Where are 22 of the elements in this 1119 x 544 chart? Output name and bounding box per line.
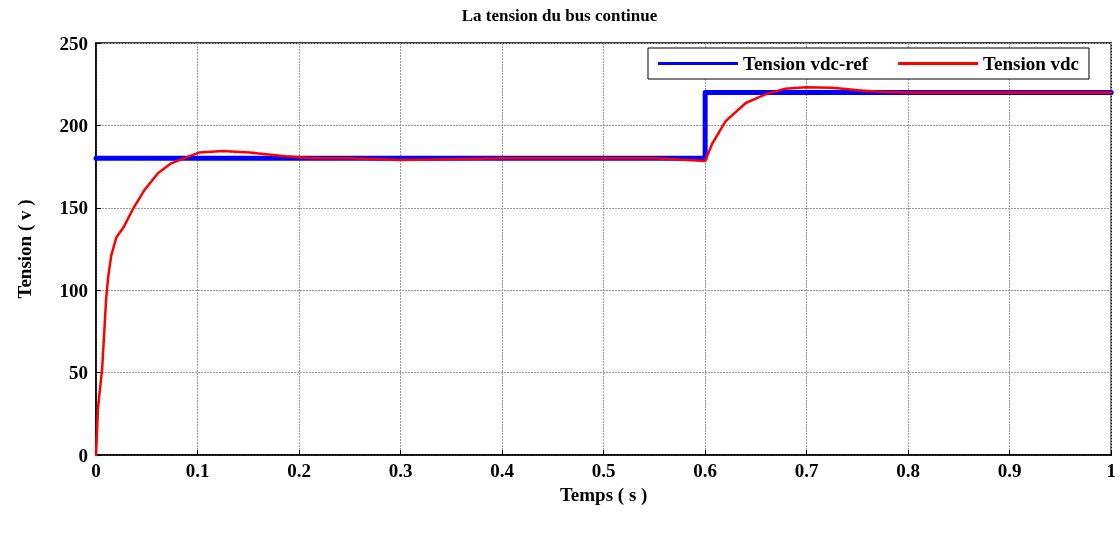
x-axis-title: Temps ( s )	[559, 484, 648, 506]
x-tick-label: 1	[1106, 460, 1116, 481]
x-tick-label: 0.1	[185, 460, 210, 481]
x-tick-label: 0.8	[896, 460, 921, 481]
legend-label: Tension vdc-ref	[742, 53, 869, 74]
x-tick-label: 0.7	[794, 460, 820, 481]
y-tick-label: 150	[59, 197, 88, 219]
y-tick-label: 50	[69, 362, 88, 384]
x-tick-label: 0.2	[287, 460, 311, 481]
x-tick-label: 0.3	[388, 460, 413, 481]
chart-title: La tension du bus continue	[461, 6, 658, 25]
y-tick-label: 200	[59, 114, 88, 136]
x-tick-label: 0.6	[693, 460, 718, 481]
y-tick-label: 250	[59, 32, 88, 54]
legend-label: Tension vdc	[983, 53, 1079, 74]
y-axis-title: Tension ( v )	[14, 199, 36, 299]
y-tick-label: 100	[59, 279, 88, 301]
x-tick-label: 0.5	[591, 460, 616, 481]
x-tick-label: 0	[91, 460, 101, 481]
y-tick-label: 0	[78, 444, 88, 466]
x-tick-label: 0.9	[997, 460, 1022, 481]
x-tick-label: 0.4	[490, 460, 515, 481]
